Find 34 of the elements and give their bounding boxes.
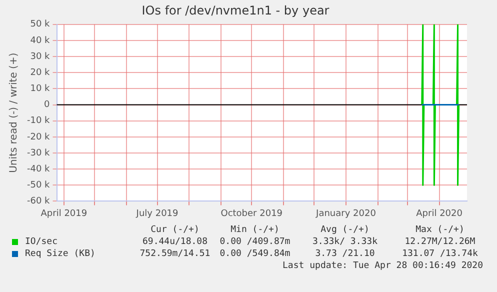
y-tick-label: 50 k	[30, 20, 51, 30]
text: 0.00 /549.84m	[220, 249, 290, 259]
text: 0.00 /409.87m	[220, 237, 290, 247]
y-tick-label: -30 k	[26, 148, 51, 158]
y-tick-label: 0	[44, 100, 50, 110]
chart-title: IOs for /dev/nvme1n1 - by year	[142, 3, 330, 18]
y-tick-label: -60 k	[26, 196, 51, 207]
text: 12.27M/12.26M	[404, 237, 476, 247]
x-tick-label: April 2019	[40, 208, 88, 219]
x-tick-label: October 2019	[220, 208, 283, 219]
text: 69.44u/18.08	[142, 237, 208, 247]
text: 3.73 /21.10	[315, 249, 375, 259]
y-tick-label: -10 k	[26, 116, 51, 126]
y-tick-label: -50 k	[26, 180, 51, 190]
text: Last update: Tue Apr 28 00:16:49 2020	[282, 261, 483, 271]
legend-label: IO/sec	[25, 237, 58, 247]
x-tick-label: July 2019	[135, 208, 179, 219]
x-tick-label: January 2020	[315, 208, 376, 219]
text: Min (-/+)	[230, 225, 280, 235]
y-tick-label: 40 k	[30, 36, 51, 46]
y-tick-label: -20 k	[26, 132, 51, 142]
y-tick-label: 10 k	[30, 84, 51, 94]
text: 752.59m/14.51	[140, 249, 210, 259]
y-axis-title: Units read (-) / write (+)	[8, 52, 20, 173]
text: Cur (-/+)	[150, 225, 200, 235]
y-tick-label: 20 k	[30, 68, 51, 78]
legend-label: Req Size (KB)	[25, 249, 96, 259]
text: 131.07 /13.74k	[401, 249, 479, 259]
y-tick-label: 30 k	[30, 52, 51, 62]
text: Avg (-/+)	[320, 225, 370, 235]
text: 3.33k/ 3.33k	[312, 237, 378, 247]
y-tick-label: -40 k	[26, 164, 51, 174]
text: Max (-/+)	[414, 225, 466, 235]
x-tick-label: April 2020	[416, 208, 463, 219]
